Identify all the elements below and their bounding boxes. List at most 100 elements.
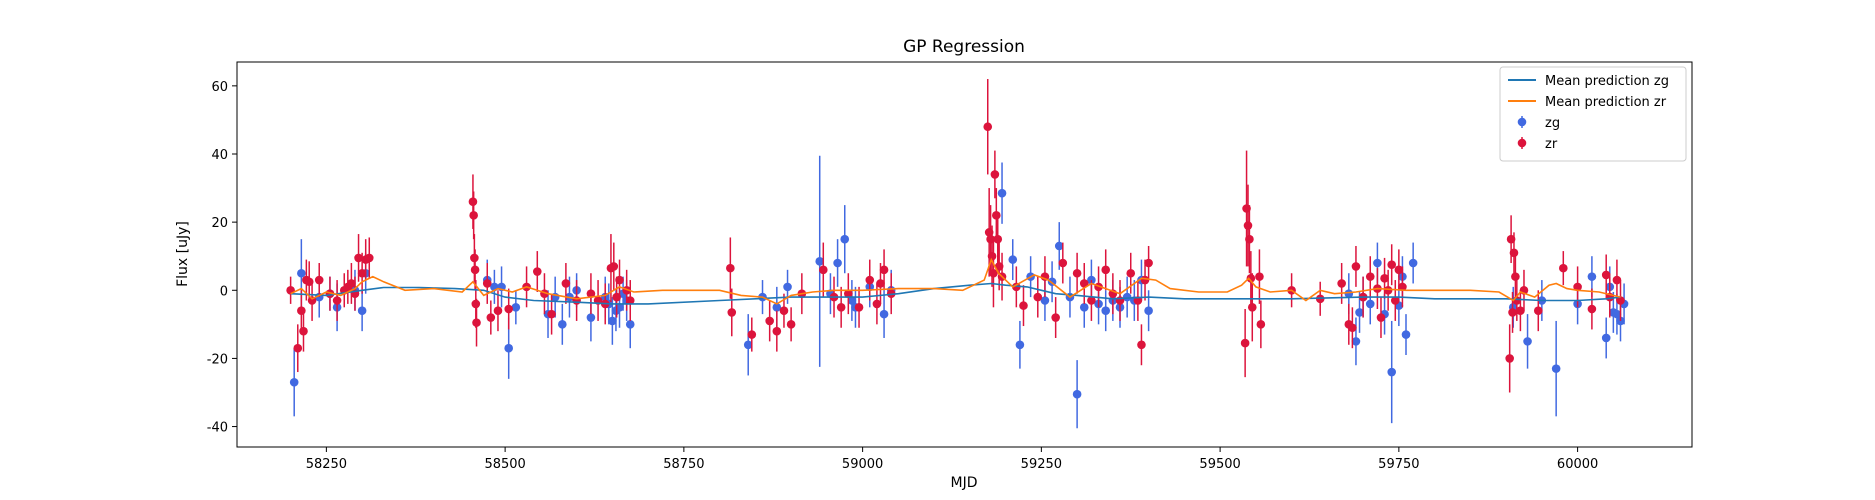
zr-point bbox=[1087, 296, 1096, 305]
legend-entry-label: zr bbox=[1545, 137, 1558, 152]
zr-point bbox=[482, 279, 492, 288]
zr-point bbox=[1390, 296, 1400, 305]
zr-point bbox=[1616, 296, 1625, 305]
zg-point bbox=[1008, 255, 1018, 264]
zr-point bbox=[765, 316, 774, 326]
zr-point bbox=[865, 275, 875, 285]
x-tick-label: 59250 bbox=[1021, 457, 1062, 472]
zr-point bbox=[844, 289, 853, 298]
zr-point bbox=[726, 263, 735, 273]
zr-point bbox=[854, 303, 864, 312]
zg-point bbox=[743, 340, 753, 350]
zr-point bbox=[1394, 265, 1404, 275]
plot-frame bbox=[236, 61, 1693, 448]
zr-point bbox=[1245, 234, 1254, 244]
zg-point bbox=[1587, 272, 1597, 281]
zr-point bbox=[1601, 270, 1611, 280]
zr-point bbox=[1612, 275, 1622, 285]
zg-point bbox=[847, 296, 857, 305]
zr-point bbox=[1256, 320, 1266, 329]
zg-point bbox=[1601, 333, 1611, 343]
zr-point bbox=[293, 343, 303, 353]
zg-point bbox=[1040, 296, 1050, 305]
zr-point bbox=[1376, 313, 1386, 322]
y-axis-label: Flux [uJy] bbox=[175, 221, 191, 287]
x-tick-label: 58500 bbox=[484, 457, 525, 472]
ticks-layer: 58250 58500 58750 59000 59250 59500 59750 60000… bbox=[207, 80, 1599, 472]
x-axis-label: MJD bbox=[951, 475, 978, 491]
zr-point bbox=[357, 268, 367, 278]
zr-point bbox=[1509, 248, 1519, 258]
zg-point bbox=[1365, 299, 1375, 309]
zg-point bbox=[558, 320, 567, 329]
zr-point bbox=[1508, 308, 1517, 317]
zr-point bbox=[1137, 340, 1146, 350]
zr-point bbox=[772, 326, 782, 336]
zg-point bbox=[783, 282, 792, 292]
zr-point bbox=[1144, 258, 1153, 268]
zr-point bbox=[615, 275, 624, 285]
zg-point bbox=[833, 258, 842, 268]
zg-point bbox=[1373, 258, 1382, 268]
zr-point bbox=[364, 253, 374, 263]
legend-point-swatch bbox=[1517, 138, 1527, 148]
zg-point bbox=[1387, 367, 1397, 377]
zr-point bbox=[1240, 338, 1250, 348]
zg-point bbox=[297, 268, 306, 278]
zg-point bbox=[1523, 337, 1532, 346]
zr-point bbox=[836, 303, 846, 312]
zr-point bbox=[1383, 285, 1393, 295]
mean-prediction-zr-line bbox=[290, 257, 1621, 305]
zr-point bbox=[1387, 260, 1397, 270]
zr-point bbox=[1243, 221, 1253, 230]
zr-point bbox=[990, 170, 1000, 179]
zr-point bbox=[1587, 304, 1597, 314]
zr-point bbox=[1516, 306, 1525, 316]
zr-point bbox=[625, 296, 635, 305]
zr-point bbox=[547, 309, 556, 319]
zr-point bbox=[1126, 268, 1136, 278]
zg-point bbox=[1101, 306, 1111, 316]
zr-point bbox=[1247, 303, 1257, 312]
zg-point bbox=[1551, 364, 1561, 373]
zg-point bbox=[1015, 340, 1025, 350]
zr-point bbox=[1505, 354, 1514, 363]
zr-point bbox=[818, 265, 828, 275]
zr-point bbox=[1533, 306, 1543, 316]
zr-point bbox=[1255, 272, 1264, 281]
zr-point bbox=[314, 275, 324, 285]
zg-point bbox=[625, 320, 635, 329]
zr-point bbox=[609, 262, 619, 271]
zr-point bbox=[297, 306, 306, 316]
zg-point bbox=[997, 188, 1007, 198]
mean-prediction-zg-line bbox=[290, 282, 1621, 305]
zr-point bbox=[347, 279, 356, 288]
zr-point bbox=[1398, 282, 1407, 292]
zg-point bbox=[1079, 303, 1089, 312]
zr-point bbox=[469, 211, 478, 220]
zg-point bbox=[608, 316, 617, 326]
y-tick-label: -20 bbox=[207, 352, 228, 367]
zr-point bbox=[1351, 262, 1361, 271]
zr-point bbox=[493, 306, 503, 316]
zr-point bbox=[727, 308, 737, 317]
zg-point bbox=[1351, 337, 1361, 346]
zr-point bbox=[1115, 296, 1125, 305]
zg-point bbox=[586, 313, 596, 322]
zr-point bbox=[779, 306, 789, 316]
zr-point bbox=[1511, 272, 1520, 281]
zr-point bbox=[1365, 272, 1375, 281]
zg-point bbox=[1054, 241, 1064, 251]
zr-point bbox=[486, 313, 496, 322]
x-tick-label: 58250 bbox=[306, 457, 347, 472]
zr-point bbox=[1559, 263, 1568, 273]
legend: Mean prediction zg Mean prediction zr zg zr bbox=[1499, 66, 1687, 162]
x-tick-label: 59500 bbox=[1199, 457, 1240, 472]
zr-point bbox=[747, 330, 757, 339]
chart-title: GP Regression bbox=[903, 37, 1025, 57]
zg-point bbox=[511, 303, 521, 312]
zr-point bbox=[1012, 282, 1021, 292]
x-tick-label: 59750 bbox=[1378, 457, 1419, 472]
zr-point bbox=[561, 279, 571, 288]
zr-point bbox=[332, 296, 342, 305]
